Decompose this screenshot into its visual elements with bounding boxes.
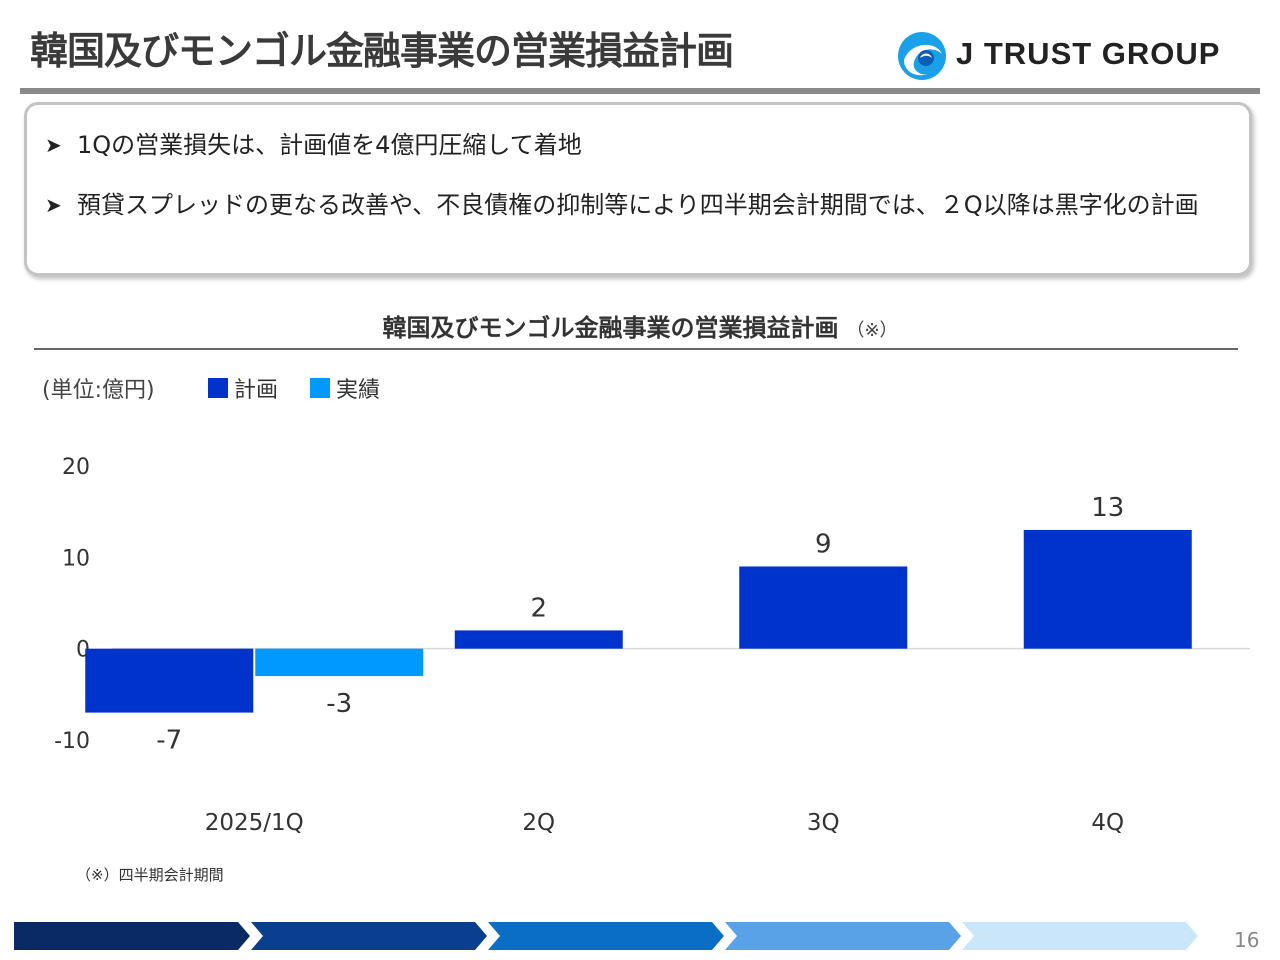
footer-arrow-band xyxy=(14,922,1198,950)
footer-arrow-segment xyxy=(962,922,1198,950)
x-category-label: 3Q xyxy=(807,810,840,836)
summary-bullet: ➤ 預貸スプレッドの更なる改善や、不良債権の抑制等により四半期会計期間では、２Q… xyxy=(45,185,1235,225)
footer-arrow-segment xyxy=(725,922,961,950)
summary-bullet-text: 預貸スプレッドの更なる改善や、不良債権の抑制等により四半期会計期間では、２Q以降… xyxy=(77,191,1199,219)
legend-item-actual: 実績 xyxy=(310,372,380,404)
chart-title: 韓国及びモンゴル金融事業の営業損益計画 （※） xyxy=(0,308,1280,343)
bar-actual xyxy=(255,648,424,677)
y-tick-label: 20 xyxy=(62,455,90,480)
page-number: 16 xyxy=(1234,928,1260,952)
data-label: 9 xyxy=(815,529,832,559)
legend-label-plan: 計画 xyxy=(234,378,279,403)
bar-plan xyxy=(454,630,623,649)
bullet-arrow-icon: ➤ xyxy=(45,133,62,157)
bullet-arrow-icon: ➤ xyxy=(45,193,62,217)
summary-bullet-text: 1Qの営業損失は、計画値を4億円圧縮して着地 xyxy=(77,131,582,159)
legend-swatch-actual xyxy=(310,378,331,398)
summary-box: ➤ 1Qの営業損失は、計画値を4億円圧縮して着地 ➤ 預貸スプレッドの更なる改善… xyxy=(24,102,1252,276)
footer-arrow-segment xyxy=(251,922,487,950)
data-label: 13 xyxy=(1091,493,1124,523)
legend-swatch-plan xyxy=(208,378,228,398)
chart-legend: 計画 実績 xyxy=(208,372,380,404)
logo-wordmark: J TRUST GROUP xyxy=(956,36,1221,71)
data-label: 2 xyxy=(530,593,547,623)
bar-plan xyxy=(739,566,908,649)
x-category-label: 2Q xyxy=(522,810,555,836)
logo-swirl-icon xyxy=(898,32,946,80)
y-tick-label: 10 xyxy=(62,546,90,571)
footer-arrow-segment xyxy=(488,922,724,950)
y-tick-label: -10 xyxy=(54,729,90,754)
bar-plan xyxy=(1023,529,1192,649)
x-category-label: 4Q xyxy=(1091,810,1124,836)
legend-item-plan: 計画 xyxy=(208,372,278,404)
unit-label: (単位:億円) xyxy=(42,378,155,403)
data-label: -7 xyxy=(156,726,182,756)
summary-bullet: ➤ 1Qの営業損失は、計画値を4億円圧縮して着地 xyxy=(45,125,1225,165)
data-label: -3 xyxy=(326,689,352,719)
footnote: （※）四半期会計期間 xyxy=(76,866,224,884)
legend-label-actual: 実績 xyxy=(336,378,381,403)
page-title: 韓国及びモンゴル金融事業の営業損益計画 xyxy=(30,29,734,73)
footer-arrow-segment xyxy=(14,922,250,950)
title-divider xyxy=(20,88,1260,94)
chart-title-text: 韓国及びモンゴル金融事業の営業損益計画 xyxy=(382,314,839,342)
chart-title-note: （※） xyxy=(846,320,898,341)
x-category-label: 2025/1Q xyxy=(205,810,304,836)
chart-title-divider xyxy=(34,348,1238,350)
company-logo: J TRUST GROUP xyxy=(896,30,1266,82)
bar-plan xyxy=(85,648,254,713)
